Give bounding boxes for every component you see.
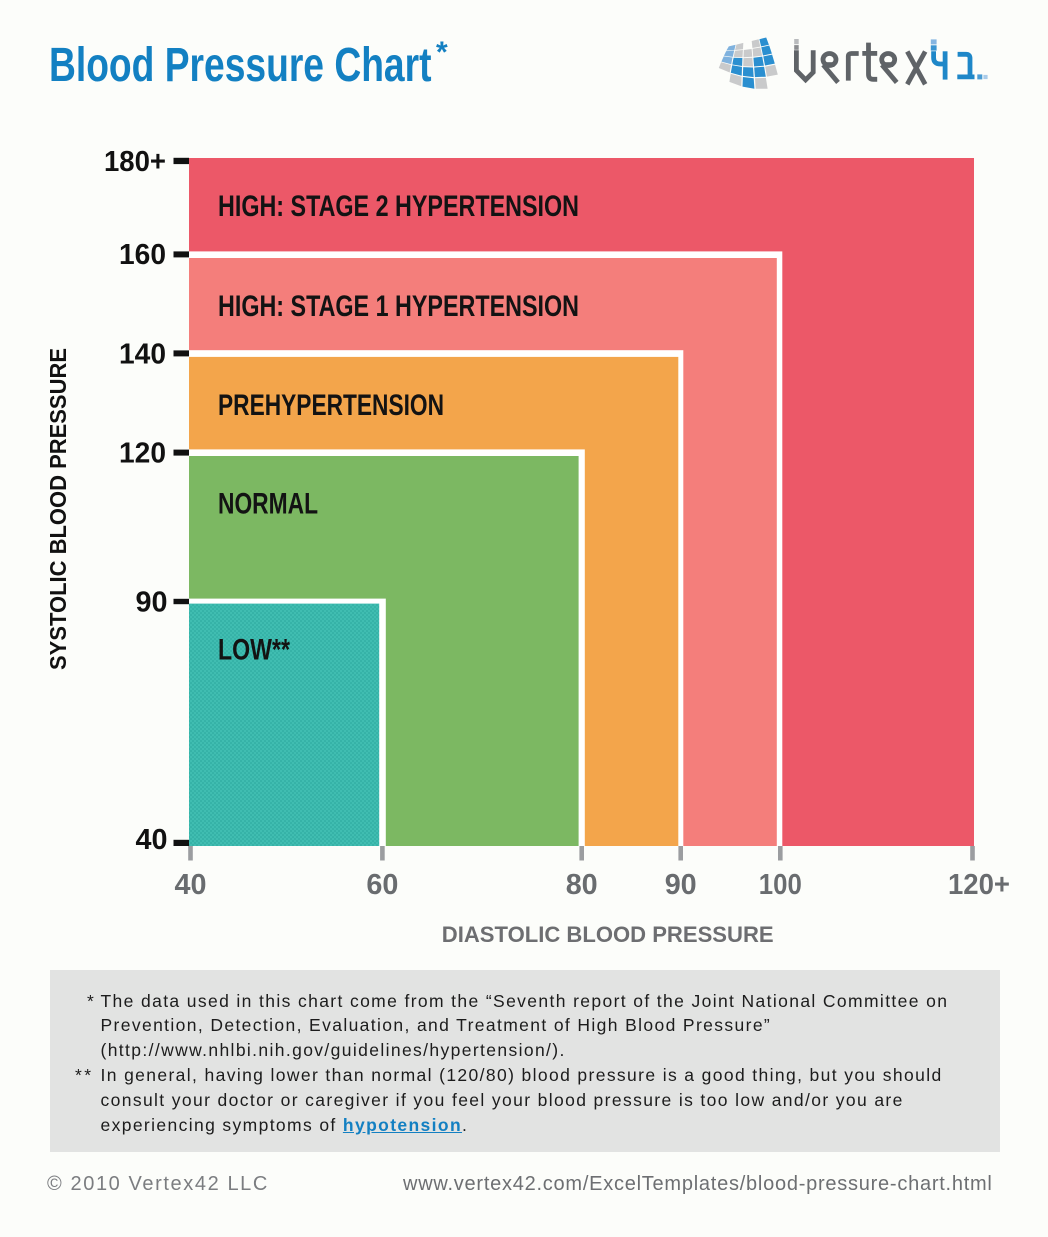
svg-text:80: 80 [566,869,598,901]
svg-text:HIGH: STAGE 2 HYPERTENSION: HIGH: STAGE 2 HYPERTENSION [218,190,579,223]
svg-text:90: 90 [665,869,697,901]
svg-text:160: 160 [119,239,166,271]
svg-text:40: 40 [136,824,168,856]
svg-text:*: * [436,36,448,69]
svg-text:NORMAL: NORMAL [218,488,318,521]
svg-text:Blood Pressure Chart: Blood Pressure Chart [49,39,432,92]
svg-text:PREHYPERTENSION: PREHYPERTENSION [218,389,444,422]
svg-text:120+: 120+ [948,869,1010,901]
svg-text:90: 90 [136,587,168,619]
svg-text:60: 60 [366,869,398,901]
svg-text:140: 140 [119,338,166,370]
svg-text:LOW**: LOW** [218,633,290,666]
svg-text:HIGH: STAGE 1 HYPERTENSION: HIGH: STAGE 1 HYPERTENSION [218,290,579,323]
svg-text:DIASTOLIC BLOOD PRESSURE: DIASTOLIC BLOOD PRESSURE [442,922,774,947]
svg-text:SYSTOLIC BLOOD PRESSURE: SYSTOLIC BLOOD PRESSURE [45,348,71,670]
svg-text:180+: 180+ [104,146,166,178]
svg-text:100: 100 [759,869,802,901]
svg-text:120: 120 [119,438,166,470]
svg-text:40: 40 [175,869,207,901]
